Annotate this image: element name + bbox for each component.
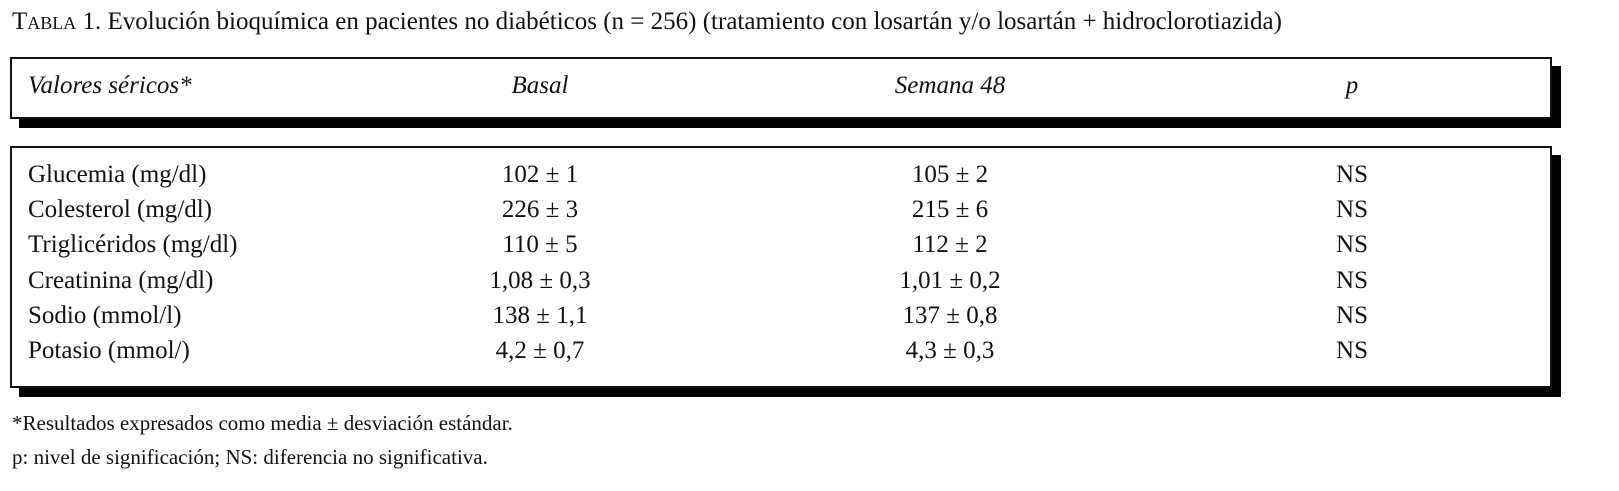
cell-value: 1,08 ± 0,3 [489, 266, 591, 294]
cell-value: 105 ± 2 [911, 161, 989, 188]
cell-value: NS [1336, 231, 1368, 259]
cell-value: 112 ± 2 [912, 231, 988, 259]
cell-value: NS [1336, 161, 1368, 188]
footnote: *Resultados expresados como media ± desv… [12, 411, 513, 435]
cell-value: 4,2 ± 0,7 [495, 337, 585, 364]
row-label: Creatinina (mg/dl) [28, 266, 214, 294]
cell-value: 4,3 ± 0,3 [905, 337, 995, 364]
column-header: Semana 48 [894, 72, 1006, 99]
cell-value: NS [1336, 266, 1368, 294]
row-label: Glucemia (mg/dl) [28, 161, 207, 188]
column-header: p [1345, 72, 1359, 99]
column-header: Basal [511, 72, 569, 99]
row-label: Triglicéridos (mg/dl) [28, 231, 238, 259]
cell-value: 102 ± 1 [501, 161, 579, 188]
caption-label: Tabla 1. [12, 8, 102, 35]
header-box [10, 57, 1552, 119]
row-label: Colesterol (mg/dl) [28, 196, 212, 224]
cell-value: 137 ± 0,8 [902, 301, 998, 329]
column-header: Valores séricos* [28, 72, 192, 99]
body-box [10, 146, 1552, 388]
footnote: p: nivel de significación; NS: diferenci… [12, 445, 488, 469]
cell-value: 215 ± 6 [911, 196, 989, 224]
cell-value: NS [1336, 196, 1368, 224]
cell-value: 226 ± 3 [501, 196, 579, 224]
row-label: Potasio (mmol/) [28, 337, 190, 364]
row-label: Sodio (mmol/l) [28, 301, 182, 329]
cell-value: 138 ± 1,1 [492, 301, 588, 329]
cell-value: NS [1336, 301, 1368, 329]
cell-value: NS [1336, 337, 1368, 364]
cell-value: 110 ± 5 [502, 231, 578, 259]
cell-value: 1,01 ± 0,2 [899, 266, 1001, 294]
table-caption: Tabla 1. Evolución bioquímica en pacient… [12, 8, 1282, 36]
caption-text: Evolución bioquímica en pacientes no dia… [107, 8, 1282, 35]
